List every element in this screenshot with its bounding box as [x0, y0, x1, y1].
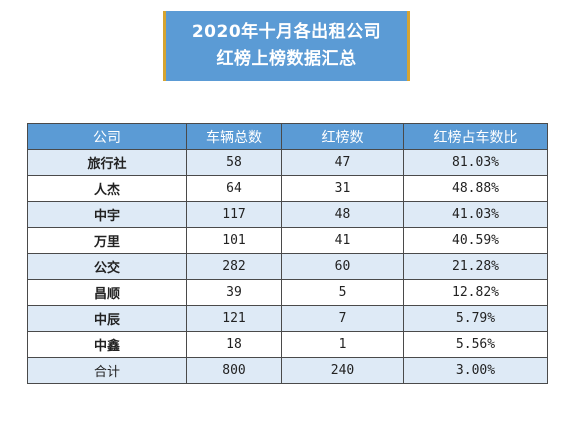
cell-vehicles: 282	[186, 253, 282, 280]
cell-red-list: 5	[281, 279, 404, 306]
cell-ratio: 21.28%	[403, 253, 548, 280]
table-row: 旅行社 58 47 81.03%	[27, 149, 548, 176]
cell-vehicles: 101	[186, 227, 282, 254]
table-row: 人杰 64 31 48.88%	[27, 175, 548, 202]
cell-red-list: 1	[281, 331, 404, 358]
cell-company: 中辰	[27, 305, 187, 332]
red-list-table: 公司 车辆总数 红榜数 红榜占车数比 旅行社 58 47 81.03% 人杰 6…	[27, 123, 548, 384]
cell-vehicles: 117	[186, 201, 282, 228]
cell-total-ratio: 3.00%	[403, 357, 548, 384]
table-row: 公交 282 60 21.28%	[27, 253, 548, 280]
table-row: 中辰 121 7 5.79%	[27, 305, 548, 332]
cell-company: 中宇	[27, 201, 187, 228]
title-banner: 2020年十月各出租公司 红榜上榜数据汇总	[163, 11, 410, 81]
cell-company: 人杰	[27, 175, 187, 202]
cell-vehicles: 58	[186, 149, 282, 176]
title-line-2: 红榜上榜数据汇总	[216, 49, 357, 69]
cell-company: 万里	[27, 227, 187, 254]
cell-vehicles: 121	[186, 305, 282, 332]
title-line-1: 2020年十月各出租公司	[191, 22, 382, 42]
table-row: 中鑫 18 1 5.56%	[27, 331, 548, 358]
header-red-list: 红榜数	[281, 123, 404, 150]
header-vehicles: 车辆总数	[186, 123, 282, 150]
cell-red-list: 47	[281, 149, 404, 176]
cell-red-list: 31	[281, 175, 404, 202]
header-ratio: 红榜占车数比	[403, 123, 548, 150]
table-header-row: 公司 车辆总数 红榜数 红榜占车数比	[27, 123, 548, 150]
cell-red-list: 7	[281, 305, 404, 332]
cell-company: 公交	[27, 253, 187, 280]
table-row: 昌顺 39 5 12.82%	[27, 279, 548, 306]
cell-red-list: 60	[281, 253, 404, 280]
cell-vehicles: 64	[186, 175, 282, 202]
table-row: 万里 101 41 40.59%	[27, 227, 548, 254]
cell-red-list: 48	[281, 201, 404, 228]
cell-vehicles: 18	[186, 331, 282, 358]
cell-company: 旅行社	[27, 149, 187, 176]
cell-vehicles: 39	[186, 279, 282, 306]
cell-ratio: 5.79%	[403, 305, 548, 332]
cell-company: 中鑫	[27, 331, 187, 358]
cell-red-list: 41	[281, 227, 404, 254]
cell-company: 昌顺	[27, 279, 187, 306]
cell-total-vehicles: 800	[186, 357, 282, 384]
header-company: 公司	[27, 123, 187, 150]
cell-ratio: 48.88%	[403, 175, 548, 202]
cell-ratio: 12.82%	[403, 279, 548, 306]
cell-ratio: 40.59%	[403, 227, 548, 254]
cell-total-red-list: 240	[281, 357, 404, 384]
table-total-row: 合计 800 240 3.00%	[27, 357, 548, 384]
cell-ratio: 41.03%	[403, 201, 548, 228]
cell-ratio: 5.56%	[403, 331, 548, 358]
cell-total-label: 合计	[27, 357, 187, 384]
cell-ratio: 81.03%	[403, 149, 548, 176]
table-row: 中宇 117 48 41.03%	[27, 201, 548, 228]
